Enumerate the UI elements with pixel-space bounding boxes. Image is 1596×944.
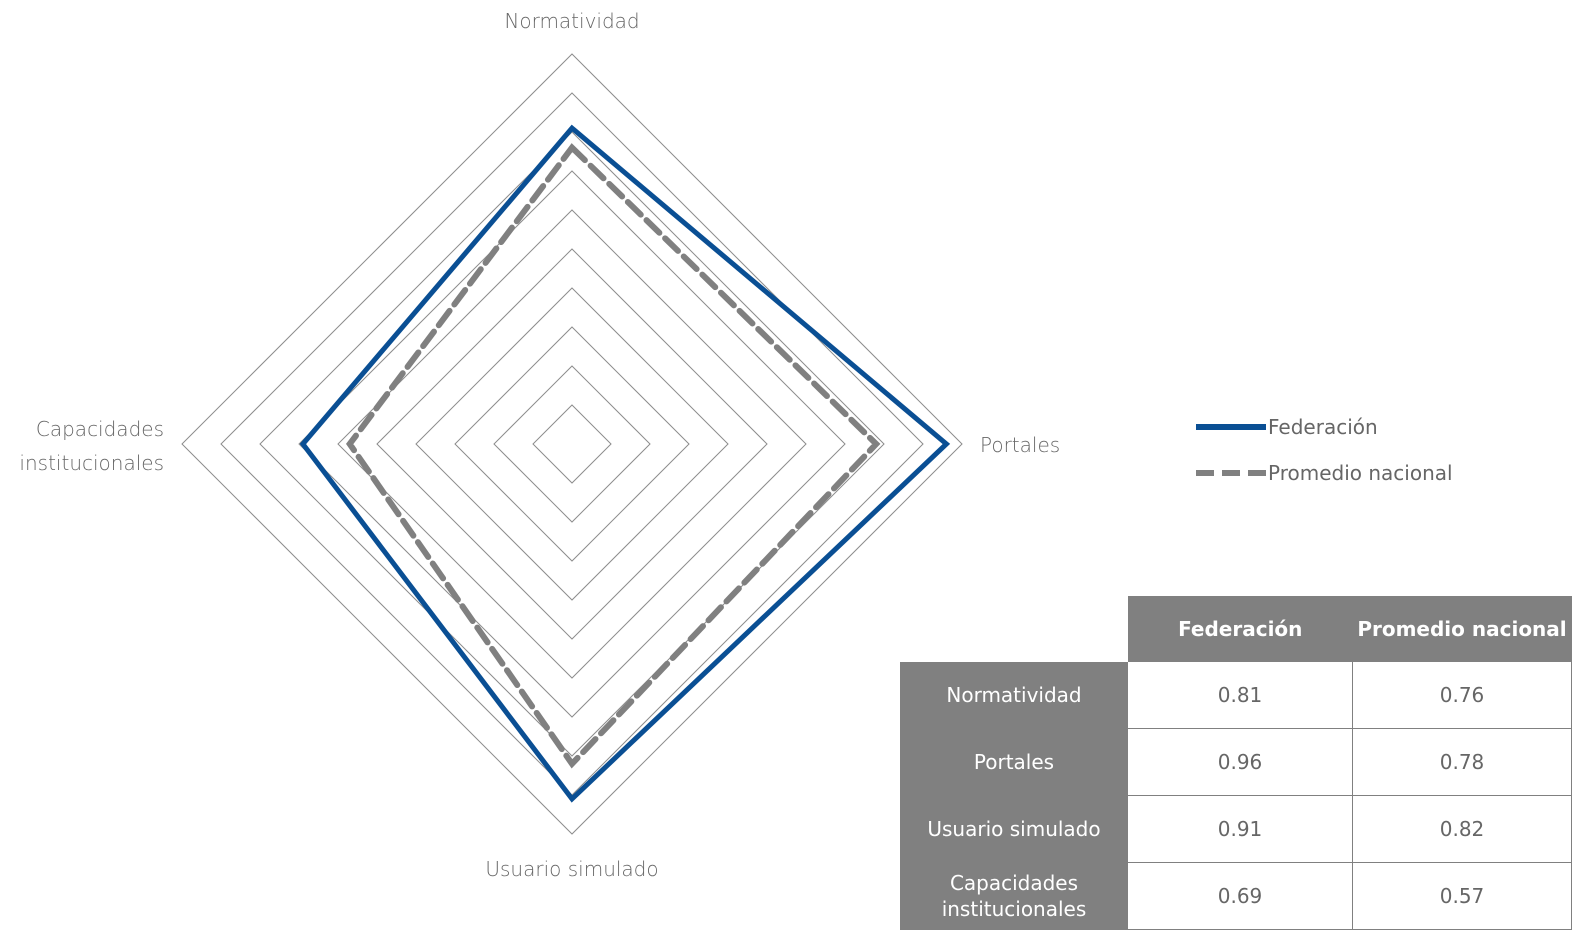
grid-ring (298, 170, 846, 718)
table-header-row: Federación Promedio nacional (900, 596, 1572, 662)
grid-ring (220, 92, 924, 796)
series-line-promedio-nacional (346, 143, 881, 769)
table-row: Capacidades institucionales 0.69 0.57 (900, 862, 1572, 930)
grid-ring (415, 287, 729, 601)
data-table: Federación Promedio nacional Normativida… (900, 596, 1572, 930)
table-row-label: Usuario simulado (900, 795, 1128, 863)
table-row-label: Normatividad (900, 662, 1128, 729)
table-cell-federacion: 0.96 (1128, 728, 1353, 796)
table-cell-promedio: 0.78 (1352, 728, 1572, 796)
legend-swatch-promedio (1196, 470, 1266, 476)
table-row-label: Capacidades institucionales (900, 862, 1128, 930)
grid-ring (532, 404, 612, 484)
grid-ring (454, 326, 690, 562)
axis-label-normatividad: Normatividad (504, 9, 639, 33)
table-cell-federacion: 0.69 (1128, 862, 1353, 930)
axis-label-capacidades-line1: Capacidades (36, 417, 164, 441)
grid-ring (376, 248, 768, 640)
legend-item-promedio: Promedio nacional (1196, 450, 1453, 496)
axis-label-portales: Portales (980, 433, 1060, 457)
table-row-label-line1: Capacidades (949, 871, 1079, 895)
axis-label-capacidades-line2: institucionales (19, 451, 164, 475)
table-row-label: Portales (900, 728, 1128, 796)
radar-grid (181, 53, 963, 835)
table-row: Usuario simulado 0.91 0.82 (900, 795, 1572, 863)
legend-label-promedio: Promedio nacional (1268, 461, 1453, 485)
legend: Federación Promedio nacional (1196, 404, 1453, 496)
table-corner (900, 596, 1128, 662)
legend-label-federacion: Federación (1268, 415, 1378, 439)
grid-ring (493, 365, 651, 523)
table-row-label-line2: institucionales (941, 897, 1087, 921)
table-header-federacion: Federación (1128, 596, 1353, 662)
table-cell-federacion: 0.91 (1128, 795, 1353, 863)
grid-ring (181, 53, 963, 835)
table-cell-promedio: 0.82 (1352, 795, 1572, 863)
table-row: Portales 0.96 0.78 (900, 728, 1572, 796)
axis-label-usuario-simulado: Usuario simulado (485, 857, 658, 881)
legend-item-federacion: Federación (1196, 404, 1453, 450)
table-row: Normatividad 0.81 0.76 (900, 662, 1572, 729)
grid-ring (259, 131, 885, 757)
table-cell-promedio: 0.57 (1352, 862, 1572, 930)
table-cell-promedio: 0.76 (1352, 662, 1572, 729)
radar-series (299, 124, 951, 803)
legend-swatch-federacion (1196, 424, 1266, 430)
table-header-promedio: Promedio nacional (1352, 596, 1572, 662)
series-line-federacion (299, 124, 951, 803)
table-cell-federacion: 0.81 (1128, 662, 1353, 729)
grid-ring (337, 209, 807, 679)
